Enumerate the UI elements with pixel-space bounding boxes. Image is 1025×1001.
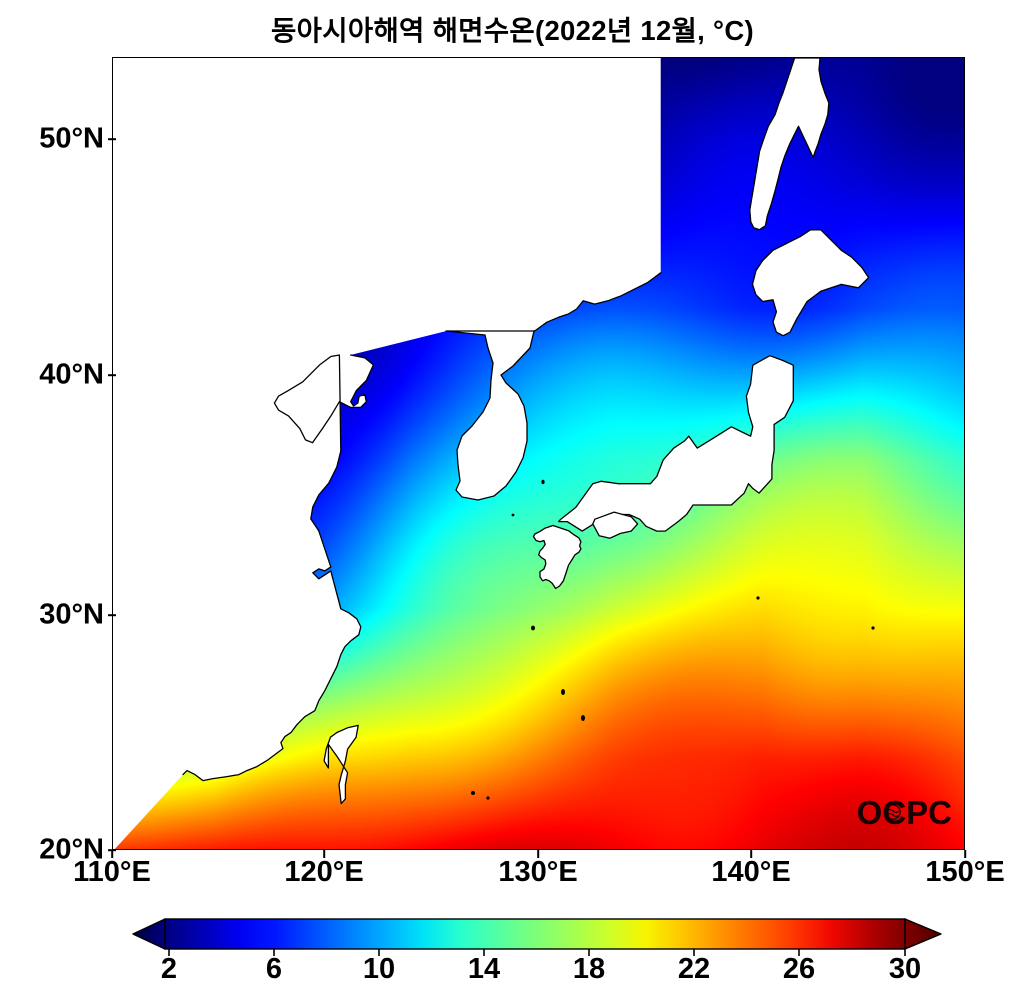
svg-text:OCPC: OCPC <box>857 794 952 831</box>
